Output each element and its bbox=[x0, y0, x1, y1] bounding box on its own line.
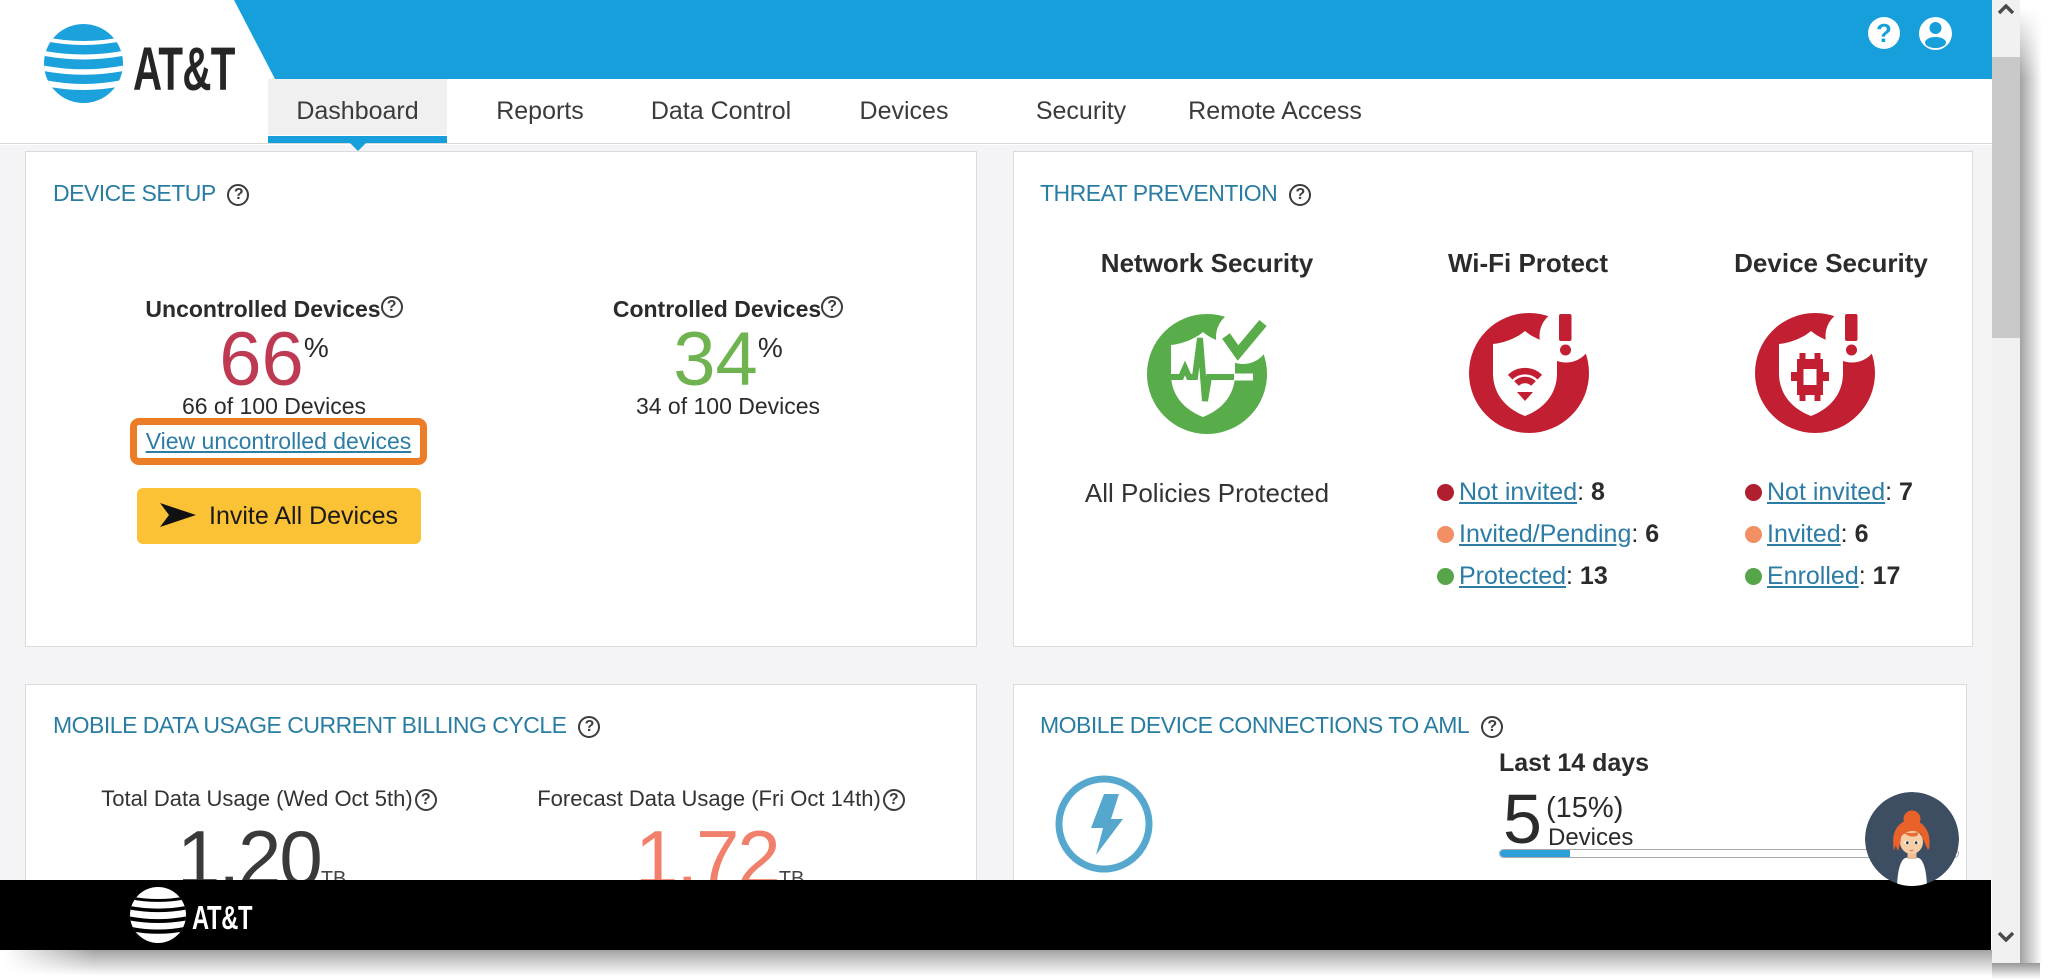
svg-text:?: ? bbox=[1876, 18, 1892, 48]
